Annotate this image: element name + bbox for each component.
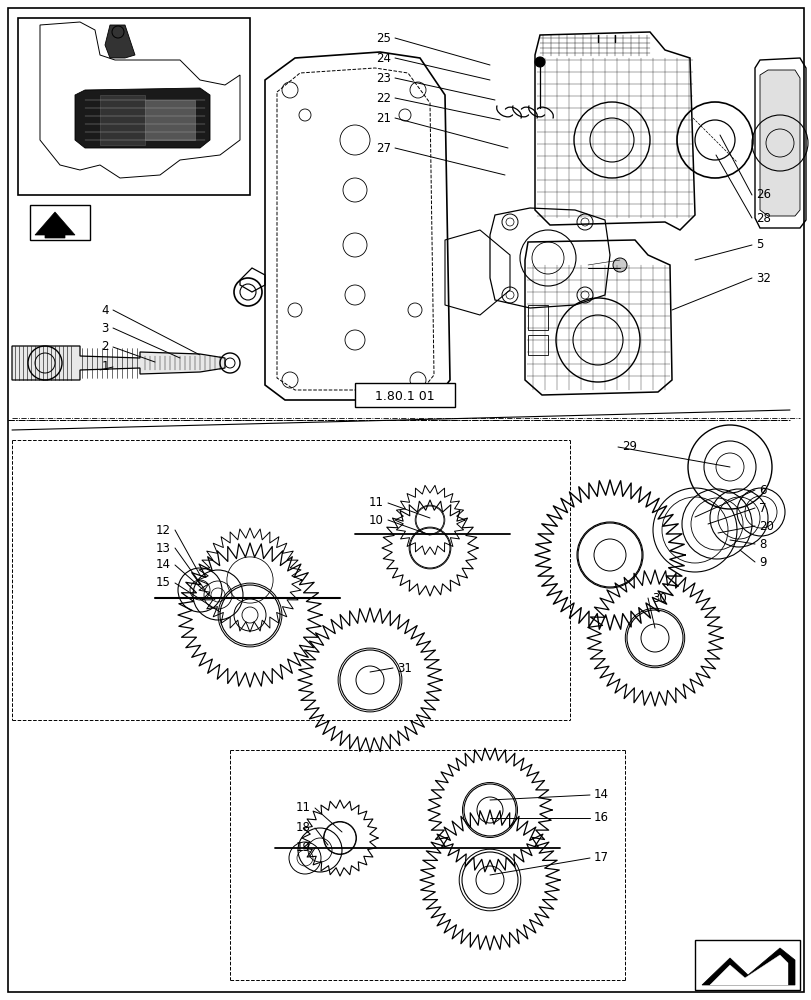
Polygon shape	[75, 88, 210, 148]
Text: 23: 23	[375, 72, 391, 85]
Text: 4: 4	[101, 304, 109, 316]
Text: 8: 8	[758, 538, 766, 550]
Text: 29: 29	[621, 440, 636, 454]
Text: 16: 16	[594, 811, 608, 824]
Bar	[18, 18, 250, 195]
Text: 25: 25	[375, 32, 391, 45]
Bar	[145, 100, 195, 140]
Circle shape	[534, 57, 544, 67]
Bar	[354, 383, 454, 407]
Text: 31: 31	[397, 662, 411, 674]
Text: 2: 2	[101, 340, 109, 354]
Circle shape	[612, 258, 626, 272]
Text: 14: 14	[156, 558, 171, 572]
Text: 11: 11	[296, 801, 311, 814]
Text: 27: 27	[375, 142, 391, 155]
Bar	[100, 95, 145, 145]
Text: 14: 14	[594, 788, 608, 801]
Text: 30: 30	[651, 591, 666, 604]
Text: 24: 24	[375, 52, 391, 65]
Text: 32: 32	[755, 271, 770, 284]
Text: 3: 3	[101, 322, 109, 334]
Polygon shape	[709, 955, 787, 985]
Text: 11: 11	[368, 496, 384, 510]
Polygon shape	[105, 25, 135, 58]
Text: 13: 13	[156, 542, 171, 554]
Bar	[694, 940, 799, 990]
Bar	[527, 305, 547, 330]
Polygon shape	[702, 948, 794, 985]
Text: 1: 1	[101, 360, 109, 373]
Text: 7: 7	[758, 502, 766, 514]
Text: 12: 12	[156, 524, 171, 536]
Text: 5: 5	[755, 238, 762, 251]
Text: 26: 26	[755, 188, 770, 202]
Text: 1.80.1 01: 1.80.1 01	[375, 389, 434, 402]
Polygon shape	[35, 212, 75, 238]
Text: 19: 19	[296, 841, 311, 854]
Text: 17: 17	[594, 851, 608, 864]
Text: 22: 22	[375, 92, 391, 105]
Text: 28: 28	[755, 212, 770, 225]
Bar	[30, 205, 90, 240]
Text: 15: 15	[156, 576, 171, 589]
Text: 10: 10	[369, 514, 384, 526]
Text: 18: 18	[296, 821, 311, 834]
Text: 20: 20	[758, 520, 773, 532]
Text: 9: 9	[758, 556, 766, 568]
Polygon shape	[12, 346, 225, 380]
Text: 6: 6	[758, 484, 766, 496]
Bar	[527, 335, 547, 355]
Text: 21: 21	[375, 112, 391, 125]
Polygon shape	[759, 70, 799, 216]
